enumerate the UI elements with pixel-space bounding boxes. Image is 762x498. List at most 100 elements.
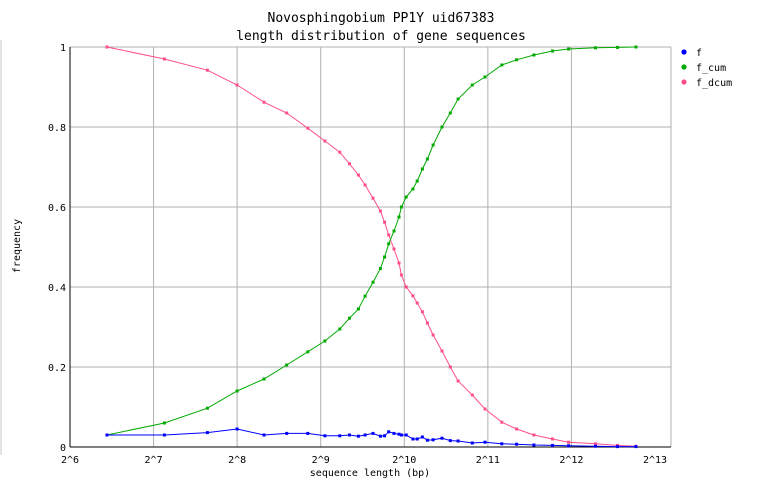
- data-point-f: [411, 437, 415, 441]
- data-point-f-cum: [551, 49, 554, 53]
- y-tick-label: 1: [60, 43, 66, 54]
- x-tick-label: 2^13: [643, 455, 667, 466]
- data-point-f-cum: [399, 205, 403, 209]
- data-point-f-dcum: [306, 126, 310, 130]
- data-point-f-dcum: [371, 196, 375, 200]
- data-point-f-dcum: [285, 111, 289, 115]
- series-line-f-dcum: [106, 46, 637, 447]
- data-point-f-cum: [262, 377, 266, 381]
- data-point-f-cum: [456, 97, 460, 101]
- data-point-f-cum: [567, 47, 571, 51]
- x-tick-label: 2^6: [61, 455, 79, 466]
- data-point-f: [162, 433, 166, 437]
- data-point-f-cum: [483, 75, 487, 79]
- x-tick-label: 2^12: [559, 455, 583, 466]
- series-f-dcum: [105, 45, 638, 448]
- chart-title: Novosphingobium PP1Y uid67383: [268, 11, 495, 26]
- data-point-f-dcum: [162, 57, 166, 61]
- data-point-f-cum: [371, 280, 375, 284]
- data-point-f-cum: [431, 143, 435, 147]
- series-f-cum: [105, 45, 638, 437]
- data-point-f: [399, 433, 403, 437]
- data-point-f-dcum: [456, 379, 460, 383]
- data-point-f: [420, 435, 424, 439]
- data-point-f-cum: [440, 125, 444, 129]
- data-point-f-dcum: [594, 442, 597, 446]
- data-point-f: [470, 441, 474, 445]
- y-tick-label: 0.8: [48, 123, 66, 134]
- data-point-f: [431, 438, 435, 442]
- data-point-f-dcum: [387, 233, 391, 237]
- data-point-f: [262, 433, 266, 437]
- x-tick-label: 2^10: [392, 455, 416, 466]
- legend-label-f: f: [696, 48, 702, 59]
- x-axis-label: sequence length (bp): [310, 468, 430, 479]
- legend-label-f-cum: f_cum: [696, 63, 726, 74]
- data-point-f-dcum: [235, 83, 239, 87]
- series-line-f: [107, 428, 636, 448]
- x-tick-label: 2^7: [145, 455, 163, 466]
- data-point-f-cum: [420, 167, 424, 171]
- data-point-f-cum: [378, 267, 382, 271]
- data-point-f-cum: [348, 316, 351, 320]
- data-point-f-cum: [470, 83, 474, 87]
- data-point-f-dcum: [431, 333, 435, 337]
- data-point-f-cum: [383, 255, 387, 259]
- data-point-f-dcum: [399, 273, 403, 277]
- series-line-f-cum: [106, 46, 637, 436]
- data-point-f: [285, 431, 289, 435]
- data-point-f: [105, 433, 109, 437]
- data-point-f-cum: [616, 45, 619, 49]
- data-point-f-cum: [411, 187, 415, 191]
- axes: [69, 47, 671, 448]
- data-point-f-dcum: [470, 393, 474, 397]
- data-point-f: [338, 434, 342, 438]
- data-point-f-dcum: [363, 183, 367, 187]
- data-point-f: [415, 437, 419, 441]
- data-point-f-dcum: [532, 433, 536, 437]
- data-point-f-cum: [363, 294, 367, 298]
- data-point-f-dcum: [323, 139, 327, 143]
- data-point-f: [634, 445, 638, 449]
- data-point-f-dcum: [551, 437, 554, 441]
- data-point-f-cum: [306, 350, 310, 354]
- data-point-f-dcum: [383, 220, 387, 224]
- data-point-f: [483, 440, 487, 444]
- data-point-f-dcum: [392, 247, 396, 251]
- data-point-f-cum: [515, 58, 519, 62]
- data-point-f: [371, 431, 375, 435]
- x-tick-label: 2^8: [228, 455, 246, 466]
- data-point-f-cum: [500, 63, 504, 67]
- data-point-f-cum: [634, 45, 638, 49]
- data-point-f-cum: [392, 229, 396, 233]
- data-point-f-cum: [415, 179, 419, 183]
- data-point-f-cum: [205, 406, 209, 410]
- data-point-f-dcum: [500, 420, 504, 424]
- data-point-f: [500, 442, 504, 446]
- data-point-f-cum: [285, 363, 289, 367]
- data-point-f: [567, 444, 571, 448]
- data-point-f: [235, 427, 239, 431]
- data-point-f-dcum: [411, 294, 415, 298]
- data-point-f-dcum: [415, 301, 419, 305]
- y-axis-label: frequency: [12, 219, 23, 273]
- data-point-f-dcum: [483, 407, 487, 411]
- data-point-f-dcum: [448, 365, 452, 369]
- series-layer: [105, 45, 638, 449]
- legend-marker-f: [681, 49, 687, 55]
- x-tick-label: 2^11: [476, 455, 500, 466]
- data-point-f: [323, 434, 327, 438]
- data-point-f: [532, 443, 536, 447]
- data-point-f-cum: [397, 215, 401, 219]
- data-point-f-cum: [448, 111, 452, 115]
- chart-subtitle: length distribution of gene sequences: [236, 29, 526, 44]
- x-tick-label: 2^9: [312, 455, 330, 466]
- data-point-f-cum: [235, 389, 239, 393]
- data-point-f-cum: [387, 242, 391, 246]
- data-point-f: [456, 439, 460, 443]
- data-point-f-dcum: [262, 100, 266, 104]
- data-point-f-cum: [338, 327, 342, 331]
- data-point-f: [404, 433, 408, 437]
- data-point-f-dcum: [397, 261, 401, 265]
